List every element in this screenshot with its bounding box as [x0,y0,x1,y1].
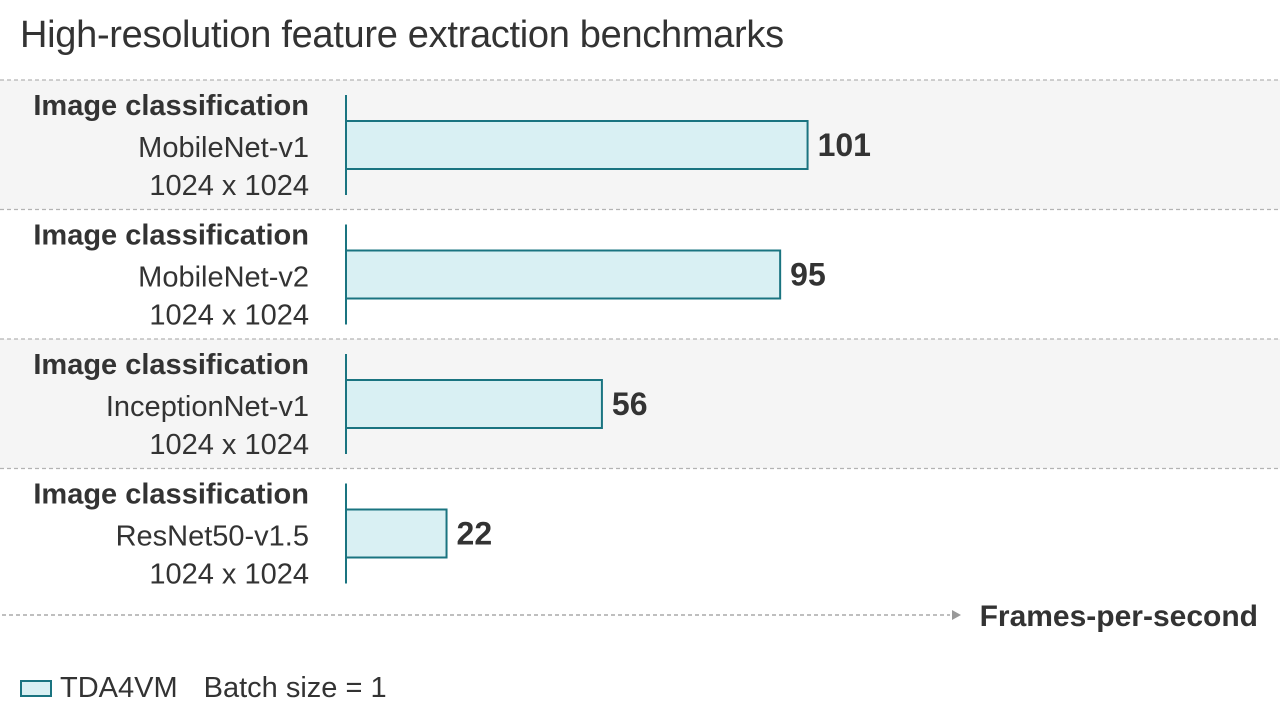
category-resolution-label: 1024 x 1024 [149,300,309,332]
bar [345,508,448,559]
bar [345,120,809,170]
bar-value-label: 101 [818,127,871,163]
legend-note: Batch size = 1 [203,671,387,704]
category-resolution-label: 1024 x 1024 [149,170,309,202]
bar [345,379,603,429]
legend-swatch [20,679,52,697]
bar-value-label: 56 [612,386,648,422]
x-axis-arrow-icon [952,610,961,620]
category-model-label: ResNet50-v1.5 [116,521,309,553]
category-task-label: Image classification [33,349,309,381]
band-shade [0,339,1280,469]
bar-value-label: 95 [790,257,826,293]
bar-value-label: 22 [457,516,493,552]
category-task-label: Image classification [33,479,309,511]
category-resolution-label: 1024 x 1024 [149,559,309,591]
category-task-label: Image classification [33,220,309,252]
bar [345,249,782,300]
category-model-label: InceptionNet-v1 [106,391,309,423]
category-model-label: MobileNet-v1 [138,132,309,164]
category-task-label: Image classification [33,90,309,122]
legend-series-label: TDA4VM [60,671,178,704]
legend: TDA4VM Batch size = 1 [20,670,387,706]
category-model-label: MobileNet-v2 [138,262,309,294]
category-resolution-label: 1024 x 1024 [149,429,309,461]
chart-title: High-resolution feature extraction bench… [20,14,784,56]
x-axis-label: Frames-per-second [980,600,1258,633]
